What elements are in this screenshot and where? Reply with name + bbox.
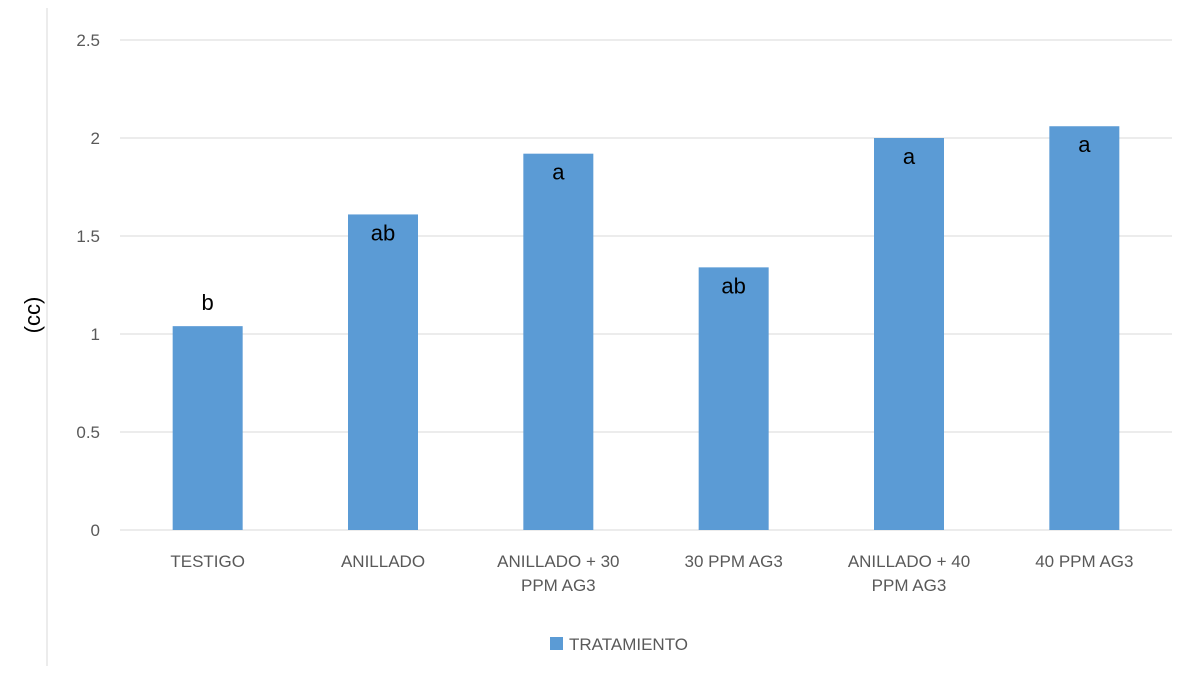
legend: TRATAMIENTO — [550, 635, 688, 654]
bar — [172, 326, 243, 530]
y-tick-label: 2 — [91, 129, 100, 148]
y-axis-label: (cc) — [20, 297, 45, 334]
data-label: a — [903, 144, 916, 169]
y-tick-label: 1.5 — [76, 227, 100, 246]
y-tick-label: 0.5 — [76, 423, 100, 442]
gridlines — [120, 39, 1172, 531]
data-label: a — [552, 160, 565, 185]
x-category-label: TESTIGO — [170, 552, 245, 571]
x-category-label: 30 PPM AG3 — [685, 552, 783, 571]
data-labels: b ab a ab a a — [202, 132, 1092, 315]
x-category-label: ANILLADO + 40 PPM AG3 — [848, 552, 970, 595]
bar — [874, 138, 944, 530]
y-tick-label: 0 — [91, 521, 100, 540]
bar — [1049, 126, 1120, 531]
legend-swatch-tratamiento — [550, 637, 563, 650]
y-tick-label: 2.5 — [76, 31, 100, 50]
x-category-label: ANILLADO — [341, 552, 425, 571]
bar — [348, 214, 418, 530]
y-tick-label: 1 — [91, 325, 100, 344]
data-label: ab — [721, 273, 745, 298]
bars — [172, 126, 1120, 531]
data-label: a — [1078, 132, 1091, 157]
bar — [523, 153, 594, 530]
bar — [698, 267, 769, 530]
data-label: b — [202, 290, 214, 315]
x-category-label: 40 PPM AG3 — [1035, 552, 1133, 571]
data-label: ab — [371, 220, 395, 245]
legend-label-tratamiento: TRATAMIENTO — [569, 635, 688, 654]
y-axis-ticks: 0 0.5 1 1.5 2 2.5 — [76, 31, 100, 540]
x-category-label: ANILLADO + 30 PPM AG3 — [497, 552, 619, 595]
x-axis-categories: TESTIGO ANILLADO ANILLADO + 30 PPM AG3 30 PP… — [170, 552, 1133, 595]
